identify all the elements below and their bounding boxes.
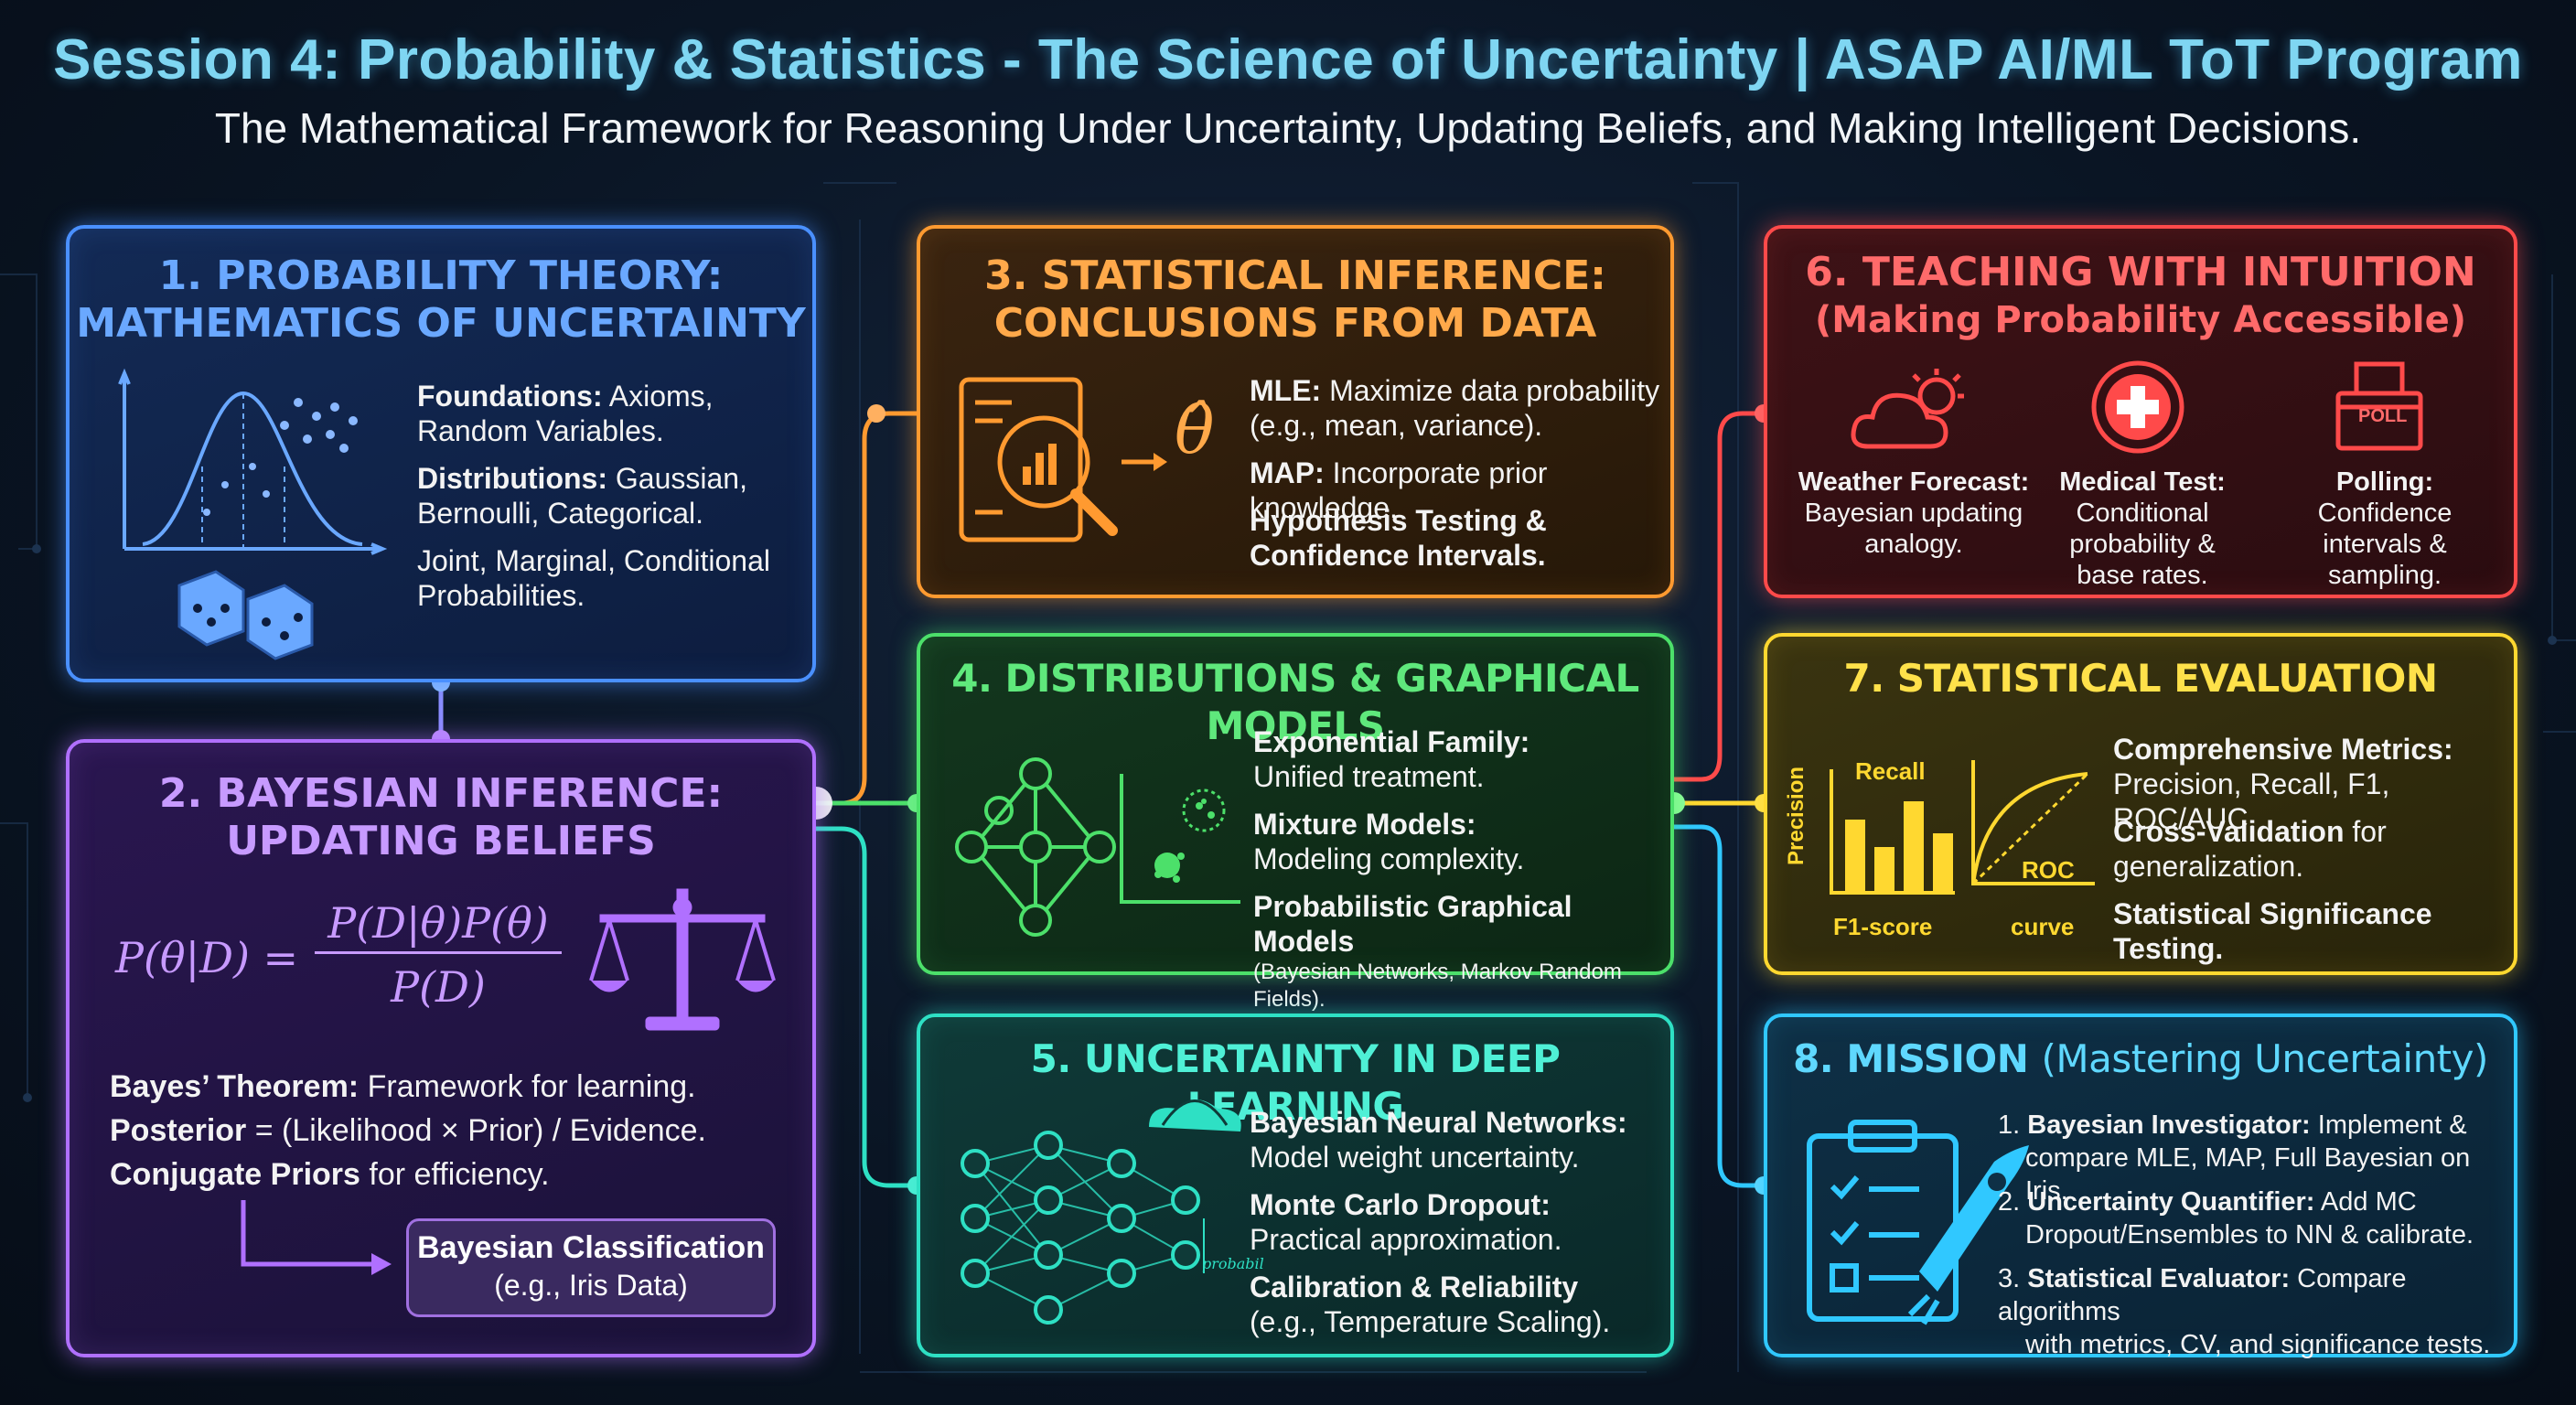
- mission-item-1: 1. Bayesian Investigator: Implement & co…: [1998, 1110, 2471, 1206]
- intuition-item-polling: Polling: Confidence intervals & sampling.: [2317, 467, 2453, 590]
- clipboard-rocket-icon: [1807, 1120, 2029, 1325]
- bullet-mixture-models: Mixture Models: Modeling complexity.: [1253, 808, 1525, 875]
- bayesian-classification-box: Bayesian Classification (e.g., Iris Data…: [406, 1218, 776, 1317]
- panel-title: 1. PROBABILITY THEORY: MATHEMATICS OF UN…: [76, 252, 806, 347]
- graphical-model-icon: [955, 757, 1116, 937]
- weather-cloud-sun-icon: [1851, 369, 1964, 449]
- f1-score-label: F1-score: [1833, 913, 1933, 940]
- roc-curve-icon: [1971, 760, 2095, 885]
- bullet-pgm: Probabilistic Graphical Models (Bayesian …: [1253, 890, 1622, 1012]
- bullet-metrics: Comprehensive Metrics: Precision, Recall,…: [2113, 733, 2453, 835]
- panel-title: 4. DISTRIBUTIONS & GRAPHICAL MODELS: [951, 656, 1639, 748]
- medical-cross-icon: [2091, 360, 2184, 454]
- bullet-calibration: Calibration & Reliability (e.g., Temperat…: [1250, 1271, 1611, 1338]
- bullet-bnn: Bayesian Neural Networks: Model weight un…: [1250, 1106, 1627, 1174]
- panel-teaching-intuition: 6. TEACHING WITH INTUITION (Making Proba…: [1764, 225, 2517, 598]
- mixture-scatter-icon: [1120, 774, 1240, 904]
- mission-item-3: 3. Statistical Evaluator: Compare algori…: [1998, 1264, 2491, 1359]
- fraction-bar: [315, 951, 562, 954]
- bullet-significance-testing: Statistical Significance Testing.: [2113, 897, 2432, 965]
- bayes-formula-lhs: P(θ|D) =: [115, 933, 299, 982]
- bullet-foundations: Foundations: Axioms, Random Variables.: [417, 380, 714, 447]
- panel-statistical-inference: 3. STATISTICAL INFERENCE: CONCLUSIONS FR…: [917, 225, 1674, 598]
- bullet-mle: MLE: Maximize data probability (e.g., me…: [1250, 374, 1660, 442]
- poll-label: POLL: [2358, 406, 2408, 426]
- panel-deep-learning-uncertainty: 5. UNCERTAINTY IN DEEP LEARNING probabil…: [917, 1014, 1674, 1357]
- page-subtitle: The Mathematical Framework for Reasoning…: [214, 104, 2362, 152]
- recall-label: Recall: [1855, 757, 1926, 785]
- bullet-distributions: Distributions: Gaussian, Bernoulli, Cate…: [417, 462, 747, 530]
- neural-network-icon: [961, 1099, 1241, 1325]
- panel-title: 3. STATISTICAL INFERENCE: CONCLUSIONS FR…: [984, 252, 1606, 347]
- intuition-item-medical: Medical Test: Conditional probability & bas…: [2059, 467, 2226, 590]
- bullet-cross-validation: Cross-Validation for generalization.: [2113, 815, 2387, 883]
- panel-distributions-graphical-models: 4. DISTRIBUTIONS & GRAPHICAL MODELS Expo…: [917, 633, 1674, 1012]
- bayes-formula-numerator: P(D|θ)P(θ): [327, 898, 549, 948]
- balance-scale-icon: [589, 888, 776, 1031]
- curve-label: curve: [2011, 913, 2075, 940]
- probabil-label: probabil: [1202, 1255, 1264, 1272]
- panel-title: 2. BAYESIAN INFERENCE: UPDATING BELIEFS: [158, 770, 724, 864]
- panel-title: 7. STATISTICAL EVALUATION: [1843, 656, 2439, 701]
- bullet-map: MAP: Incorporate prior knowledge.: [1250, 456, 1548, 524]
- dice-icon: [177, 570, 314, 660]
- bullet-mc-dropout: Monte Carlo Dropout: Practical approximat…: [1250, 1188, 1562, 1256]
- theta-hat-symbol: θ̂: [1175, 391, 1215, 468]
- magnifier-report-icon: [959, 377, 1167, 542]
- metrics-bar-chart-icon: [1830, 769, 1955, 895]
- panel-mission: 8. MISSION (Mastering Uncertainty) 1. Ba…: [1764, 1014, 2517, 1359]
- bullet-exponential-family: Exponential Family: Unified treatment.: [1253, 725, 1530, 793]
- bullet-hypothesis-testing: Hypothesis Testing & Confidence Interval…: [1250, 504, 1547, 572]
- panel-bayesian-inference: 2. BAYESIAN INFERENCE: UPDATING BELIEFS …: [66, 739, 816, 1357]
- poll-ballot-box-icon: [2335, 361, 2423, 451]
- panel-statistical-evaluation: 7. STATISTICAL EVALUATION Precision Reca…: [1764, 633, 2517, 975]
- gaussian-chart-icon: [118, 368, 388, 555]
- page-title: Session 4: Probability & Statistics - Th…: [53, 28, 2523, 91]
- bayes-bullets: Bayes’ Theorem: Framework for learning. …: [110, 1069, 706, 1192]
- precision-axis-label: Precision: [1784, 766, 1809, 865]
- intuition-item-weather: Weather Forecast: Bayesian updating analog…: [1798, 467, 2030, 559]
- panel-title: 5. UNCERTAINTY IN DEEP LEARNING: [1030, 1036, 1561, 1129]
- arrow-right-icon: [241, 1200, 392, 1275]
- mission-item-2: 2. Uncertainty Quantifier: Add MC Dropou…: [1998, 1187, 2474, 1249]
- roc-label: ROC: [2022, 856, 2075, 884]
- bullet-joint-probabilities: Joint, Marginal, Conditional Probabiliti…: [417, 544, 770, 612]
- bayes-formula-denominator: P(D): [391, 962, 486, 1012]
- header: Session 4: Probability & Statistics - Th…: [0, 27, 2576, 153]
- panel-title: 8. MISSION (Mastering Uncertainty): [1793, 1036, 2488, 1081]
- panel-title: 6. TEACHING WITH INTUITION (Making Proba…: [1805, 249, 2476, 341]
- panel-probability-theory: 1. PROBABILITY THEORY: MATHEMATICS OF UN…: [66, 225, 816, 682]
